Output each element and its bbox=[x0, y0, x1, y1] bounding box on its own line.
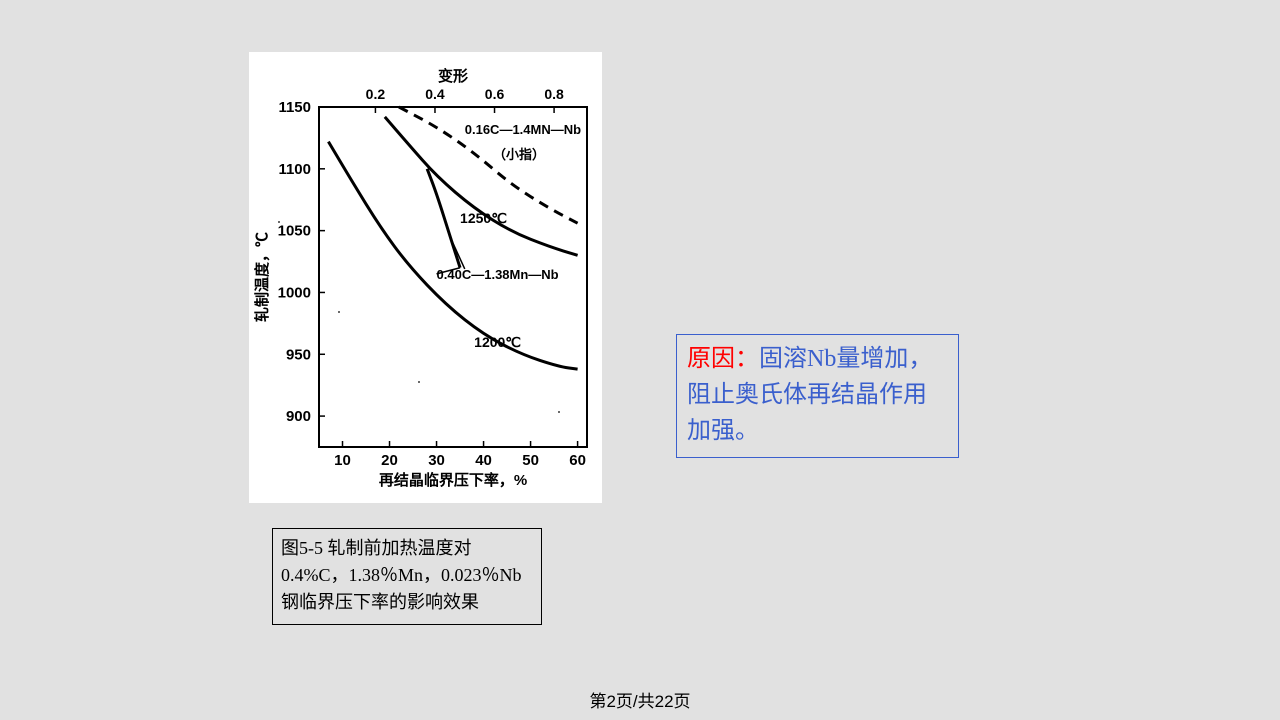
reason-label: 原因： bbox=[687, 346, 759, 372]
svg-text:10: 10 bbox=[334, 452, 351, 469]
svg-text:1150: 1150 bbox=[278, 99, 311, 116]
reason-annotation: 原因：固溶Nb量增加，阻止奥氏体再结晶作用加强。 bbox=[676, 334, 959, 458]
svg-text:0.4: 0.4 bbox=[425, 86, 445, 102]
svg-text:0.2: 0.2 bbox=[366, 86, 386, 102]
svg-text:60: 60 bbox=[569, 452, 586, 469]
svg-text:1050: 1050 bbox=[278, 223, 311, 240]
svg-text:50: 50 bbox=[522, 452, 539, 469]
page-number: 第2页/共22页 bbox=[589, 692, 690, 711]
svg-text:0.16C—1.4MN—Nb: 0.16C—1.4MN—Nb bbox=[465, 122, 581, 137]
svg-text:再结晶临界压下率，%: 再结晶临界压下率，% bbox=[379, 471, 527, 489]
svg-text:0.8: 0.8 bbox=[544, 86, 564, 102]
caption-text: 图5-5 轧制前加热温度对0.4%C，1.38％Mn，0.023％Nb钢临界压下… bbox=[281, 538, 522, 612]
chart-figure: 900 950 1000 1050 1100 1150 10 20 30 40 50 60 0.2 0.4… bbox=[249, 52, 602, 503]
svg-text:（小指）: （小指） bbox=[493, 147, 545, 162]
svg-text:变形: 变形 bbox=[438, 67, 468, 85]
svg-text:轧制温度，℃: 轧制温度，℃ bbox=[253, 232, 271, 322]
svg-text:1250℃: 1250℃ bbox=[460, 210, 507, 226]
svg-text:0.40C—1.38Mn—Nb: 0.40C—1.38Mn—Nb bbox=[437, 267, 559, 282]
svg-text:40: 40 bbox=[475, 452, 492, 469]
page-footer: 第2页/共22页 bbox=[0, 687, 1280, 712]
svg-text:30: 30 bbox=[428, 452, 445, 469]
svg-text:1200℃: 1200℃ bbox=[474, 334, 521, 350]
figure-caption: 图5-5 轧制前加热温度对0.4%C，1.38％Mn，0.023％Nb钢临界压下… bbox=[272, 528, 542, 625]
svg-text:1000: 1000 bbox=[278, 284, 311, 301]
svg-text:0.6: 0.6 bbox=[485, 86, 505, 102]
svg-text:1100: 1100 bbox=[278, 161, 311, 178]
svg-text:20: 20 bbox=[381, 452, 398, 469]
svg-text:900: 900 bbox=[286, 408, 311, 425]
svg-text:950: 950 bbox=[286, 346, 311, 363]
chart-svg: 900 950 1000 1050 1100 1150 10 20 30 40 50 60 0.2 0.4… bbox=[249, 52, 602, 503]
